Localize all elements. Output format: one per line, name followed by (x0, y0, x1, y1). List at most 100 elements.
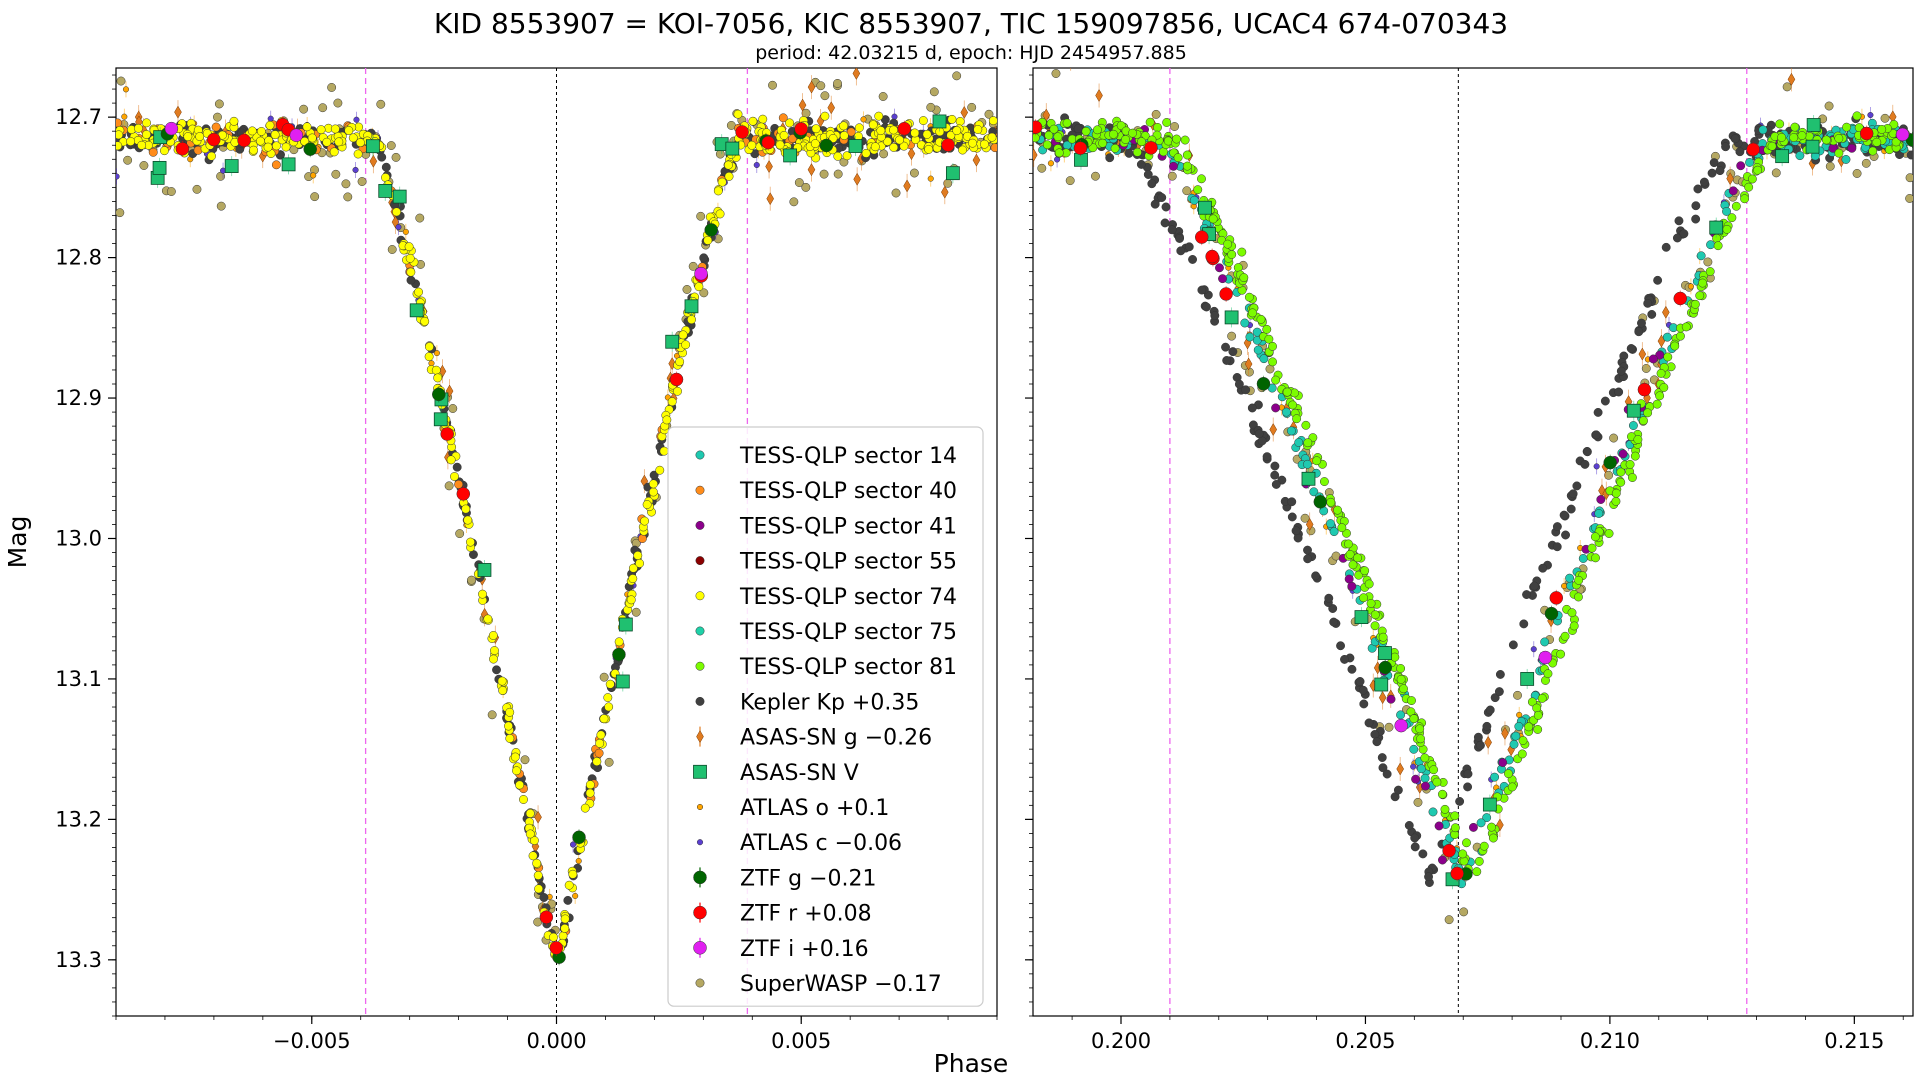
legend-marker (696, 730, 704, 744)
data-point (642, 500, 652, 509)
data-point (1348, 560, 1358, 570)
data-point (717, 177, 727, 187)
data-point (753, 161, 760, 169)
data-point (249, 145, 259, 155)
data-point (605, 679, 615, 689)
data-point (842, 151, 852, 161)
data-point (1699, 177, 1709, 187)
data-point (1044, 130, 1054, 140)
data-point (1482, 813, 1492, 823)
data-point (1062, 118, 1072, 128)
legend-marker (696, 839, 704, 846)
legend-marker (695, 661, 705, 671)
data-point (1806, 118, 1821, 132)
data-point (1386, 694, 1396, 704)
data-point (1333, 505, 1342, 515)
data-point (1628, 421, 1638, 430)
data-point (1429, 765, 1439, 775)
data-point (558, 931, 568, 941)
data-point (1150, 199, 1160, 209)
data-point (876, 126, 886, 136)
data-point (214, 99, 224, 109)
data-point (1420, 773, 1430, 783)
data-point (1303, 545, 1312, 555)
data-point (1787, 72, 1796, 86)
data-point (1073, 124, 1083, 134)
data-point (467, 575, 476, 585)
data-point (1679, 229, 1689, 239)
data-point (839, 131, 849, 140)
data-point (1463, 782, 1473, 792)
data-point (1627, 473, 1637, 483)
data-point (801, 182, 811, 192)
data-point (988, 116, 997, 126)
data-point (687, 315, 696, 325)
data-point (498, 686, 508, 695)
data-point (932, 114, 947, 129)
data-point (1409, 744, 1419, 754)
data-point (1552, 542, 1562, 552)
data-point (1824, 101, 1834, 111)
data-point (1730, 134, 1740, 144)
data-point (1507, 782, 1517, 792)
data-point (195, 132, 205, 141)
data-point (1218, 274, 1227, 284)
data-point (1244, 292, 1254, 302)
data-point (1110, 143, 1120, 153)
data-point (1370, 621, 1380, 631)
data-point (882, 136, 892, 146)
data-point (126, 137, 136, 146)
data-point (789, 197, 799, 207)
data-point (116, 118, 123, 128)
data-point (333, 98, 343, 108)
data-point (307, 133, 317, 143)
data-point (192, 184, 202, 194)
data-point (868, 120, 878, 130)
data-point (599, 714, 609, 724)
data-point (635, 558, 645, 568)
data-point (289, 128, 304, 142)
data-point (1313, 495, 1328, 509)
data-point (599, 672, 609, 682)
data-point (592, 757, 602, 767)
data-point (1482, 797, 1497, 812)
data-point (1215, 263, 1224, 273)
data-point (1782, 82, 1792, 92)
data-point (490, 646, 499, 656)
data-point (1354, 610, 1369, 625)
data-point (505, 707, 515, 717)
data-point (1359, 699, 1369, 709)
data-point (1252, 327, 1262, 337)
data-point (1538, 563, 1548, 573)
data-point (415, 213, 425, 223)
data-point (299, 104, 309, 114)
data-point (1861, 158, 1871, 168)
data-point (1790, 122, 1800, 132)
data-point (1286, 426, 1296, 436)
data-point (1905, 194, 1913, 203)
data-point (1722, 224, 1732, 234)
data-point (1735, 147, 1745, 157)
data-point (766, 192, 774, 206)
data-point (684, 299, 699, 314)
data-point (560, 923, 570, 933)
data-point (183, 132, 193, 142)
data-point (1180, 135, 1190, 145)
data-point (492, 665, 501, 675)
data-point (525, 829, 535, 839)
data-point (1561, 582, 1568, 590)
data-point (148, 147, 158, 157)
data-point (1852, 169, 1862, 178)
data-point (1205, 249, 1219, 264)
data-points (116, 68, 997, 1016)
x-tick-label: 0.000 (526, 1029, 586, 1053)
data-point (1450, 866, 1464, 881)
data-point (1374, 677, 1389, 692)
data-point (1578, 554, 1588, 563)
data-point (1618, 449, 1628, 459)
data-point (827, 101, 836, 115)
data-point (1294, 438, 1304, 447)
data-point (1767, 141, 1777, 151)
data-point (560, 914, 570, 924)
data-point (488, 631, 498, 640)
